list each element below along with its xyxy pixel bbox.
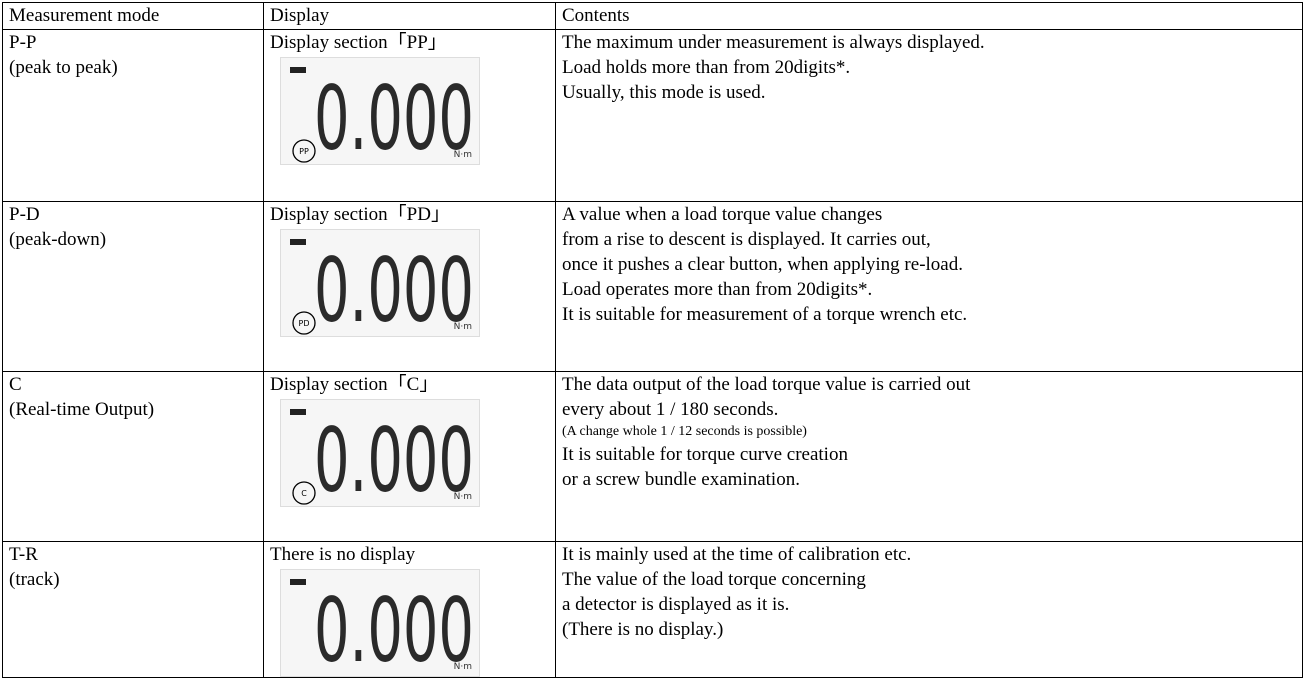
table-row: T-R (track) There is no display 0.000 N·m It … <box>2 541 1303 678</box>
contents-cell: A value when a load torque value changes… <box>555 201 1303 372</box>
lcd-indicator: C <box>301 489 307 498</box>
indicator-ring <box>292 481 316 505</box>
mode-line: (peak to peak) <box>9 57 118 78</box>
contents-cell: It is mainly used at the time of calibra… <box>555 541 1303 678</box>
contents-cell: The maximum under measurement is always … <box>555 29 1303 202</box>
lcd-reading: 0.000 <box>314 239 474 337</box>
display-cell: Display section「C」 0.000 N·m C <box>263 371 556 542</box>
contents-line: from a rise to descent is displayed. It … <box>562 229 931 250</box>
lcd-unit: N·m <box>454 150 472 160</box>
display-caption: There is no display <box>270 544 416 565</box>
display-caption: Display section「C」 <box>270 374 439 395</box>
contents-cell: The data output of the load torque value… <box>555 371 1303 542</box>
contents-line: once it pushes a clear button, when appl… <box>562 254 963 275</box>
contents-line: The value of the load torque concerning <box>562 569 866 590</box>
lcd-reading: 0.000 <box>314 409 474 507</box>
contents-line: (There is no display.) <box>562 619 724 640</box>
battery-icon <box>290 409 306 415</box>
mode-line: C <box>9 374 22 395</box>
lcd-indicator: PD <box>299 319 310 328</box>
display-caption: Display section「PP」 <box>270 32 447 53</box>
contents-line: It is mainly used at the time of calibra… <box>562 544 912 565</box>
indicator-ring <box>292 311 316 335</box>
display-cell: Display section「PP」 0.000 N·m PP <box>263 29 556 202</box>
contents-line: or a screw bundle examination. <box>562 469 800 490</box>
contents-line: (A change whole 1 / 12 seconds is possib… <box>562 424 807 439</box>
mode-cell: P-P (peak to peak) <box>2 29 264 202</box>
lcd-unit: N·m <box>454 322 472 332</box>
mode-line: (track) <box>9 569 60 590</box>
lcd-reading: 0.000 <box>314 579 474 677</box>
mode-line: T-R <box>9 544 38 565</box>
lcd-unit: N·m <box>454 492 472 502</box>
display-caption: Display section「PD」 <box>270 204 450 225</box>
contents-line: It is suitable for torque curve creation <box>562 444 848 465</box>
battery-icon <box>290 579 306 585</box>
mode-line: (peak-down) <box>9 229 107 250</box>
contents-line: It is suitable for measurement of a torq… <box>562 304 968 325</box>
mode-cell: C (Real-time Output) <box>2 371 264 542</box>
table-row: P-P (peak to peak) Display section「PP」 0.00… <box>2 29 1303 202</box>
table-body: P-P (peak to peak) Display section「PP」 0.00… <box>2 29 1303 678</box>
lcd-indicator: PP <box>299 147 309 156</box>
contents-line: every about 1 / 180 seconds. <box>562 399 779 420</box>
header-cell: Measurement mode <box>2 2 264 30</box>
header-row: Measurement mode Display Contents <box>2 2 1303 30</box>
contents-line: a detector is displayed as it is. <box>562 594 790 615</box>
mode-line: (Real-time Output) <box>9 399 155 420</box>
table-row: P-D (peak-down) Display section「PD」 0.000 N·… <box>2 201 1303 372</box>
battery-icon <box>290 239 306 245</box>
battery-icon <box>290 67 306 73</box>
contents-line: Load holds more than from 20digits*. <box>562 57 851 78</box>
mode-line: P-P <box>9 32 37 53</box>
display-cell: Display section「PD」 0.000 N·m PD <box>263 201 556 372</box>
mode-cell: P-D (peak-down) <box>2 201 264 372</box>
mode-cell: T-R (track) <box>2 541 264 678</box>
display-cell: There is no display 0.000 N·m <box>263 541 556 678</box>
contents-line: The maximum under measurement is always … <box>562 32 985 53</box>
table-row: C (Real-time Output) Display section「C」 0.0… <box>2 371 1303 542</box>
lcd-unit: N·m <box>454 662 472 672</box>
contents-line: A value when a load torque value changes <box>562 204 883 225</box>
indicator-ring <box>292 139 316 163</box>
contents-line: The data output of the load torque value… <box>562 374 971 395</box>
lcd-reading: 0.000 <box>314 67 474 165</box>
mode-line: P-D <box>9 204 40 225</box>
header-cell: Contents <box>555 2 1303 30</box>
contents-line: Usually, this mode is used. <box>562 82 766 103</box>
header-cell: Display <box>263 2 556 30</box>
contents-line: Load operates more than from 20digits*. <box>562 279 873 300</box>
